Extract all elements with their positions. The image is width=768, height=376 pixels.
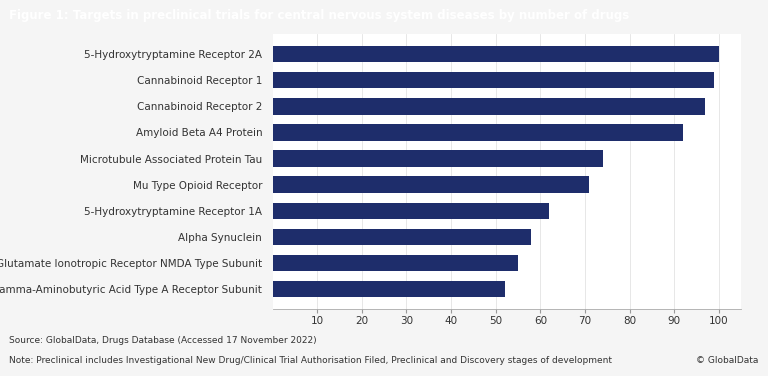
Bar: [273, 203, 549, 219]
Text: © GlobalData: © GlobalData: [697, 356, 759, 365]
Text: Figure 1: Targets in preclinical trials for central nervous system diseases by n: Figure 1: Targets in preclinical trials …: [9, 9, 630, 21]
Text: Note: Preclinical includes Investigational New Drug/Clinical Trial Authorisation: Note: Preclinical includes Investigation…: [9, 356, 612, 365]
Bar: [273, 229, 531, 245]
Bar: [273, 99, 706, 115]
Bar: [273, 72, 714, 88]
Bar: [273, 150, 603, 167]
Bar: [273, 46, 719, 62]
Bar: [273, 280, 505, 297]
Bar: [273, 124, 683, 141]
Text: Source: GlobalData, Drugs Database (Accessed 17 November 2022): Source: GlobalData, Drugs Database (Acce…: [9, 336, 317, 345]
Bar: [273, 176, 589, 193]
Bar: [273, 255, 518, 271]
